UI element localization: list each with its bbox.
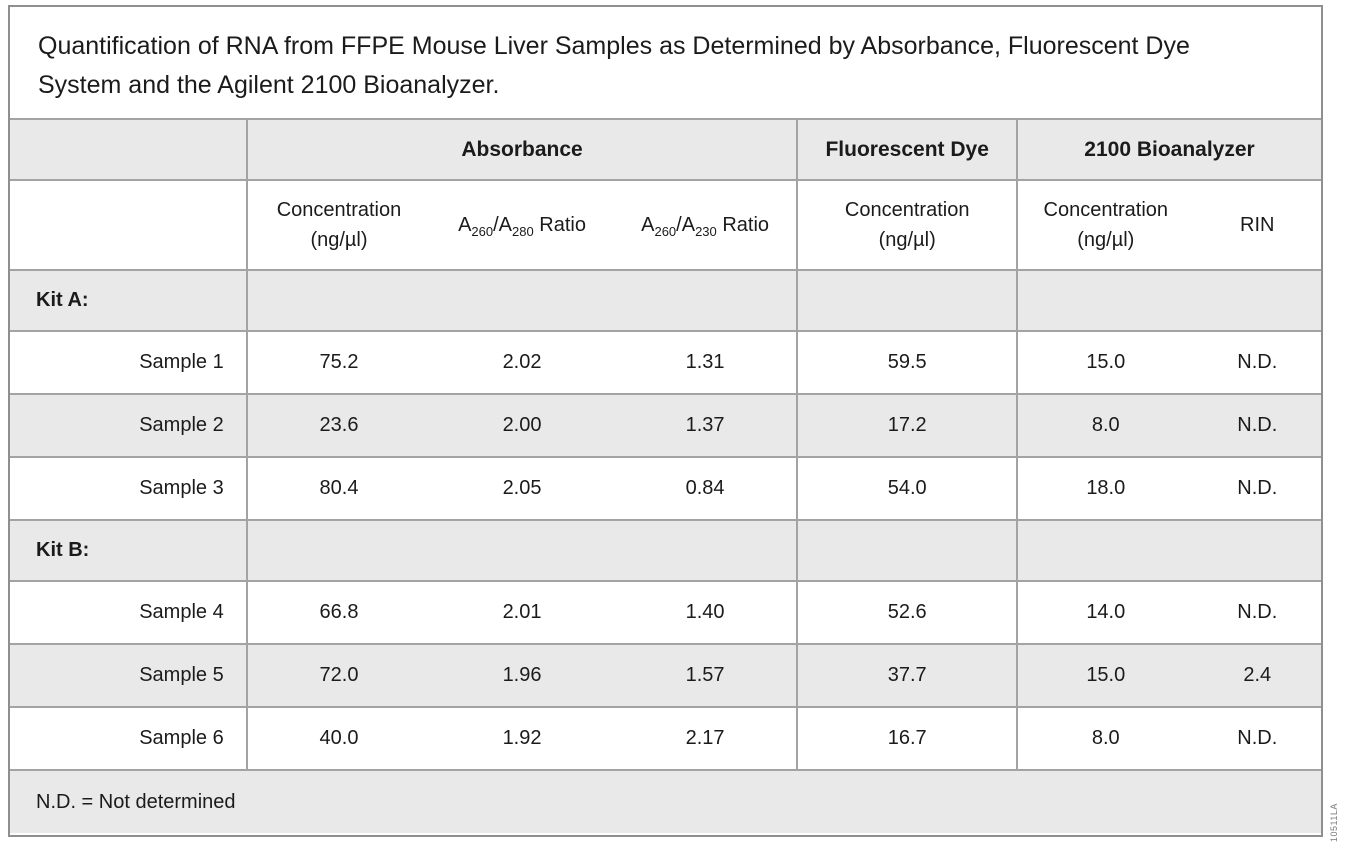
row-label: Sample 6 xyxy=(10,706,247,770)
group-header-absorbance: Absorbance xyxy=(245,118,798,180)
value-cell-fluor-conc: 52.6 xyxy=(796,580,1018,644)
empty-cell xyxy=(1016,269,1321,331)
ratio-suffix: Ratio xyxy=(533,213,586,236)
value-cell-bio-conc: 18.0 xyxy=(1016,456,1194,520)
ratio-base: A xyxy=(641,213,655,236)
ratio-suffix: Ratio xyxy=(716,213,770,236)
concentration-units: (ng/µl) xyxy=(878,229,936,251)
row-label: Sample 5 xyxy=(10,643,247,707)
value-cell-ratio-280: 2.00 xyxy=(430,393,614,457)
sub-header-bio-concentration: Concentration (ng/µl) xyxy=(1016,179,1194,270)
row-label: Sample 4 xyxy=(10,580,247,644)
value-cell-rin: 2.4 xyxy=(1193,643,1321,707)
table-row-sample-1: Sample 1 75.2 2.02 1.31 59.5 15.0 N.D. xyxy=(10,330,1321,394)
value-cell-ratio-230: 2.17 xyxy=(613,706,798,770)
figure-container: Quantification of RNA from FFPE Mouse Li… xyxy=(8,5,1323,837)
sub-header-empty xyxy=(10,179,247,270)
value-cell-ratio-230: 1.57 xyxy=(613,643,798,707)
table-row-sample-6: Sample 6 40.0 1.92 2.17 16.7 8.0 N.D. xyxy=(10,706,1321,770)
value-cell-ratio-230: 1.31 xyxy=(613,330,798,394)
empty-cell xyxy=(245,269,798,331)
value-cell-rin: N.D. xyxy=(1193,330,1321,394)
value-cell-fluor-conc: 59.5 xyxy=(796,330,1018,394)
value-cell-bio-conc: 15.0 xyxy=(1016,643,1194,707)
concentration-label: Concentration xyxy=(1043,199,1169,221)
rna-quantification-table: Absorbance Fluorescent Dye 2100 Bioanaly… xyxy=(10,118,1321,833)
sub-header-abs-concentration: Concentration (ng/µl) xyxy=(245,179,431,270)
ratio-subscript: 260 xyxy=(654,223,677,239)
sub-header-fluor-concentration: Concentration (ng/µl) xyxy=(796,179,1018,270)
row-label: Sample 1 xyxy=(10,330,247,394)
sub-header-rin: RIN xyxy=(1193,179,1321,270)
sub-header-ratio-260-230: A260/A230 Ratio xyxy=(613,179,798,270)
figure-id-label: 10511LA xyxy=(1329,803,1339,842)
value-cell-abs-conc: 75.2 xyxy=(245,330,431,394)
group-header-row: Absorbance Fluorescent Dye 2100 Bioanaly… xyxy=(10,118,1321,180)
empty-cell xyxy=(245,519,798,581)
value-cell-abs-conc: 40.0 xyxy=(245,706,431,770)
row-label: Sample 3 xyxy=(10,456,247,520)
group-header-bioanalyzer: 2100 Bioanalyzer xyxy=(1016,118,1321,180)
concentration-label: Concentration xyxy=(844,199,970,221)
value-cell-abs-conc: 23.6 xyxy=(245,393,431,457)
value-cell-ratio-280: 1.92 xyxy=(430,706,614,770)
sub-header-row: Concentration (ng/µl) A260/A280 Ratio A2… xyxy=(10,179,1321,270)
table-row-sample-5: Sample 5 72.0 1.96 1.57 37.7 15.0 2.4 xyxy=(10,643,1321,707)
ratio-subscript: 230 xyxy=(695,223,717,239)
value-cell-ratio-230: 0.84 xyxy=(613,456,798,520)
value-cell-ratio-280: 2.05 xyxy=(430,456,614,520)
value-cell-ratio-280: 2.02 xyxy=(430,330,614,394)
ratio-base: A xyxy=(458,213,472,236)
figure-title-line1: Quantification of RNA from FFPE Mouse Li… xyxy=(38,32,1190,60)
table-row-sample-4: Sample 4 66.8 2.01 1.40 52.6 14.0 N.D. xyxy=(10,580,1321,644)
value-cell-rin: N.D. xyxy=(1193,393,1321,457)
empty-cell xyxy=(796,269,1018,331)
kit-b-label: Kit B: xyxy=(10,519,247,581)
figure-title: Quantification of RNA from FFPE Mouse Li… xyxy=(10,7,1321,118)
value-cell-abs-conc: 80.4 xyxy=(245,456,431,520)
value-cell-abs-conc: 66.8 xyxy=(245,580,431,644)
ratio-subscript: 280 xyxy=(512,223,534,239)
ratio-subscript: 260 xyxy=(471,223,494,239)
ratio-base: /A xyxy=(676,213,696,236)
value-cell-bio-conc: 8.0 xyxy=(1016,706,1194,770)
value-cell-bio-conc: 14.0 xyxy=(1016,580,1194,644)
value-cell-bio-conc: 15.0 xyxy=(1016,330,1194,394)
group-header-fluorescent-dye: Fluorescent Dye xyxy=(796,118,1018,180)
value-cell-rin: N.D. xyxy=(1193,580,1321,644)
footnote-row: N.D. = Not determined xyxy=(10,769,1321,833)
value-cell-fluor-conc: 17.2 xyxy=(796,393,1018,457)
table-row-sample-2: Sample 2 23.6 2.00 1.37 17.2 8.0 N.D. xyxy=(10,393,1321,457)
ratio-base: /A xyxy=(493,213,513,236)
concentration-label: Concentration xyxy=(276,199,402,221)
footnote-text: N.D. = Not determined xyxy=(10,769,1321,833)
group-header-empty xyxy=(10,118,247,180)
concentration-units: (ng/µl) xyxy=(310,229,368,251)
value-cell-fluor-conc: 37.7 xyxy=(796,643,1018,707)
value-cell-rin: N.D. xyxy=(1193,456,1321,520)
table-row-sample-3: Sample 3 80.4 2.05 0.84 54.0 18.0 N.D. xyxy=(10,456,1321,520)
value-cell-ratio-280: 1.96 xyxy=(430,643,614,707)
section-row-kit-a: Kit A: xyxy=(10,269,1321,331)
figure-title-line2: System and the Agilent 2100 Bioanalyzer. xyxy=(38,71,500,99)
value-cell-abs-conc: 72.0 xyxy=(245,643,431,707)
empty-cell xyxy=(1016,519,1321,581)
sub-header-ratio-260-280: A260/A280 Ratio xyxy=(430,179,614,270)
value-cell-ratio-280: 2.01 xyxy=(430,580,614,644)
row-label: Sample 2 xyxy=(10,393,247,457)
concentration-units: (ng/µl) xyxy=(1077,229,1135,251)
value-cell-ratio-230: 1.40 xyxy=(613,580,798,644)
value-cell-fluor-conc: 54.0 xyxy=(796,456,1018,520)
value-cell-rin: N.D. xyxy=(1193,706,1321,770)
kit-a-label: Kit A: xyxy=(10,269,247,331)
section-row-kit-b: Kit B: xyxy=(10,519,1321,581)
value-cell-fluor-conc: 16.7 xyxy=(796,706,1018,770)
empty-cell xyxy=(796,519,1018,581)
value-cell-bio-conc: 8.0 xyxy=(1016,393,1194,457)
value-cell-ratio-230: 1.37 xyxy=(613,393,798,457)
